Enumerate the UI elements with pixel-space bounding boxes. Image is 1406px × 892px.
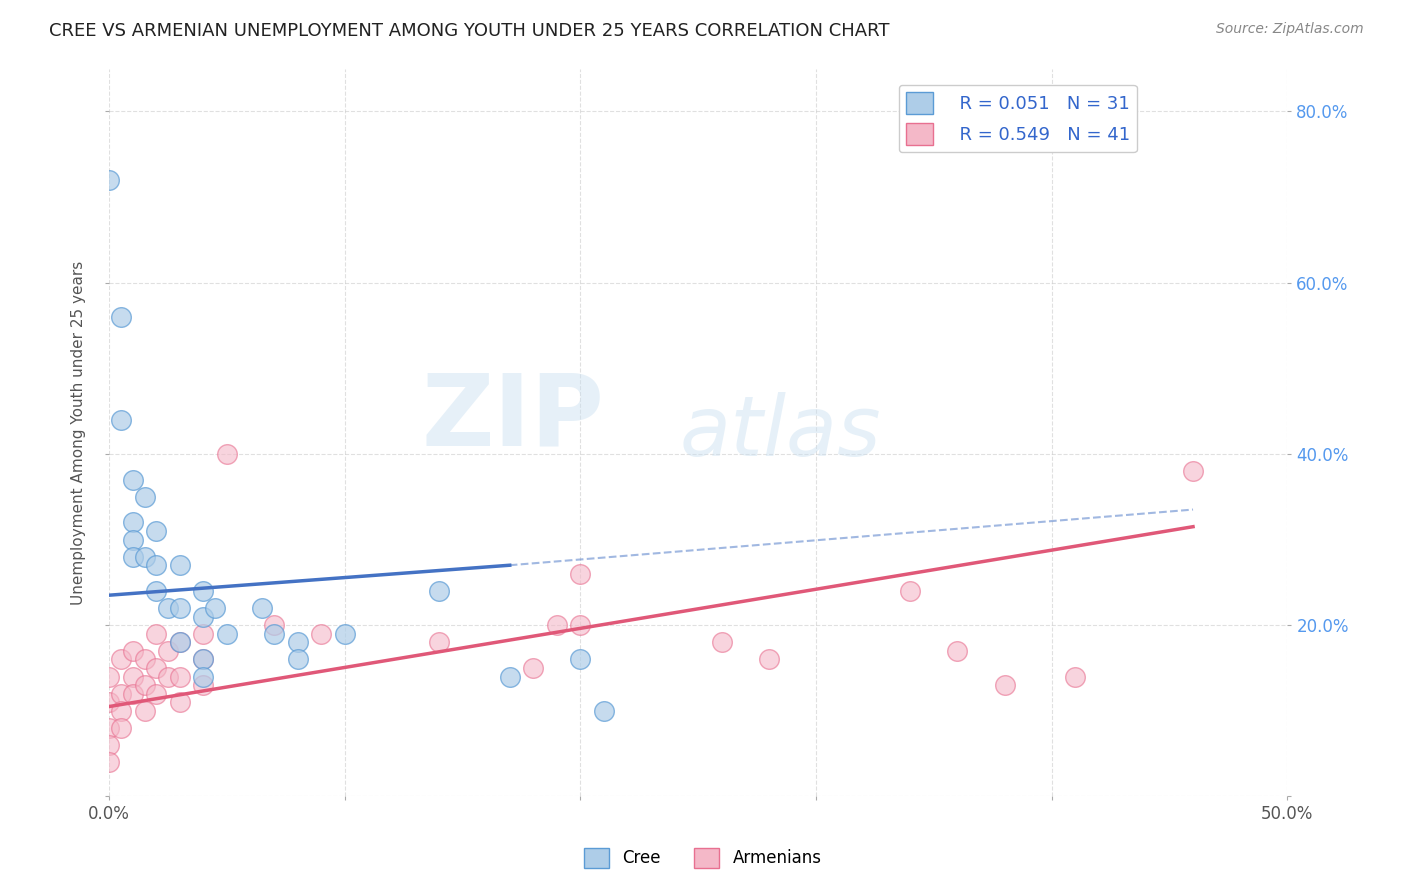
Point <box>121 533 143 547</box>
Point <box>110 704 132 718</box>
Point <box>134 549 156 564</box>
Text: atlas: atlas <box>681 392 882 473</box>
Point <box>193 669 215 683</box>
Point <box>169 601 191 615</box>
Point <box>110 652 132 666</box>
Point <box>134 704 156 718</box>
Point <box>252 601 274 615</box>
Point <box>427 583 450 598</box>
Point <box>309 626 332 640</box>
Point <box>169 558 191 573</box>
Point <box>169 635 191 649</box>
Point <box>193 583 215 598</box>
Point <box>193 609 215 624</box>
Point <box>121 644 143 658</box>
Point <box>169 635 191 649</box>
Point <box>134 652 156 666</box>
Point <box>522 661 544 675</box>
Point <box>134 490 156 504</box>
Text: CREE VS ARMENIAN UNEMPLOYMENT AMONG YOUTH UNDER 25 YEARS CORRELATION CHART: CREE VS ARMENIAN UNEMPLOYMENT AMONG YOUT… <box>49 22 890 40</box>
Point <box>427 635 450 649</box>
Point <box>758 652 780 666</box>
Point <box>710 635 733 649</box>
Point <box>110 687 132 701</box>
Point <box>287 635 309 649</box>
Point <box>193 652 215 666</box>
Point <box>110 721 132 735</box>
Point <box>593 704 616 718</box>
Point <box>145 558 167 573</box>
Point <box>157 669 180 683</box>
Point <box>1064 669 1087 683</box>
Text: Source: ZipAtlas.com: Source: ZipAtlas.com <box>1216 22 1364 37</box>
Point <box>110 412 132 426</box>
Point <box>193 652 215 666</box>
Point <box>193 678 215 692</box>
Point <box>215 447 238 461</box>
Point <box>263 618 285 632</box>
Point <box>110 310 132 324</box>
Point <box>134 678 156 692</box>
Point <box>98 755 121 769</box>
Point <box>215 626 238 640</box>
Point <box>121 516 143 530</box>
Point <box>98 738 121 752</box>
Point <box>169 669 191 683</box>
Point <box>98 721 121 735</box>
Point <box>98 669 121 683</box>
Point <box>98 173 121 187</box>
Point <box>145 661 167 675</box>
Point <box>569 618 592 632</box>
Point <box>569 566 592 581</box>
Point <box>145 583 167 598</box>
Point <box>946 644 969 658</box>
Point <box>263 626 285 640</box>
Point <box>121 473 143 487</box>
Point <box>145 687 167 701</box>
Point <box>121 669 143 683</box>
Point <box>98 695 121 709</box>
Point <box>145 524 167 538</box>
Point <box>898 583 921 598</box>
Point <box>1182 464 1205 478</box>
Point <box>993 678 1015 692</box>
Point <box>333 626 356 640</box>
Point <box>169 695 191 709</box>
Point <box>204 601 226 615</box>
Point <box>121 549 143 564</box>
Point <box>121 687 143 701</box>
Point <box>157 601 180 615</box>
Point <box>157 644 180 658</box>
Point <box>193 626 215 640</box>
Y-axis label: Unemployment Among Youth under 25 years: Unemployment Among Youth under 25 years <box>72 260 86 605</box>
Legend:   R = 0.051   N = 31,   R = 0.549   N = 41: R = 0.051 N = 31, R = 0.549 N = 41 <box>898 85 1137 153</box>
Point <box>569 652 592 666</box>
Point <box>145 626 167 640</box>
Legend: Cree, Armenians: Cree, Armenians <box>578 841 828 875</box>
Point <box>499 669 522 683</box>
Text: ZIP: ZIP <box>422 369 605 467</box>
Point <box>546 618 568 632</box>
Point <box>287 652 309 666</box>
